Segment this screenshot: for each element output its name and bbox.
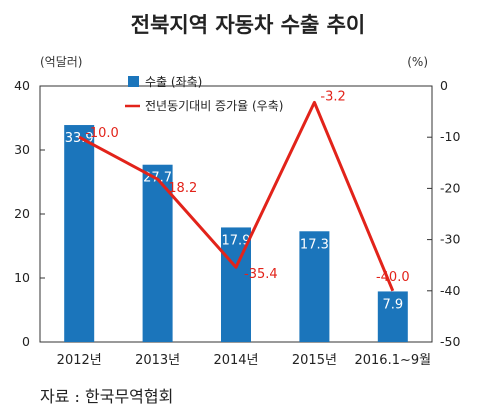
line-value-label: -35.4 [244,267,278,282]
legend-bar-label: 수출 (좌축) [145,75,202,89]
category-label: 2014년 [213,353,258,368]
right-axis-ticks: 0 -10 -20 -30 -40 -50 [427,78,460,349]
growth-line [78,100,395,292]
right-tick-label: -20 [440,180,460,195]
right-tick-label: -50 [440,334,460,349]
category-label: 2016.1~9월 [354,353,431,368]
right-axis-unit: (%) [407,55,428,69]
chart-title: 전북지역 자동차 수출 추이 [131,13,365,37]
source-note: 자료 : 한국무역협회 [40,387,174,406]
bar-value-label: 17.9 [222,233,251,248]
left-axis-ticks: 0 10 20 30 40 [14,78,45,349]
line-value-label: -40.0 [376,270,410,285]
left-tick-label: 20 [14,206,30,221]
line-value-label: -10.0 [85,126,119,141]
category-labels: 2012년 2013년 2014년 2015년 2016.1~9월 [57,353,431,368]
bar-value-label: 7.9 [382,297,403,312]
left-tick-label: 40 [14,78,30,93]
category-label: 2012년 [57,353,102,368]
legend-bar-swatch [128,76,139,87]
bar [64,125,95,342]
bar-value-label: 17.3 [300,237,329,252]
right-tick-label: -10 [440,129,460,144]
left-axis-unit: (억달러) [40,55,82,69]
right-tick-label: 0 [440,78,448,93]
right-tick-label: -30 [440,232,460,247]
category-label: 2013년 [135,353,180,368]
bar-series: 33.927.717.9 17.37.9 [64,125,408,342]
line-series: -10.0 -18.2 -35.4 -3.2 -40.0 [78,89,410,292]
legend: 수출 (좌축) 전년동기대비 증가율 (우축) [125,75,283,113]
left-tick-label: 10 [14,270,30,285]
right-tick-label: -40 [440,283,460,298]
category-label: 2015년 [292,353,337,368]
bar [299,231,330,342]
bar [142,164,173,342]
legend-line-label: 전년동기대비 증가율 (우축) [145,99,283,113]
line-value-label: -3.2 [320,89,345,104]
line-value-label: -18.2 [164,181,198,196]
bar [377,291,408,342]
left-tick-label: 0 [22,334,30,349]
left-tick-label: 30 [14,142,30,157]
